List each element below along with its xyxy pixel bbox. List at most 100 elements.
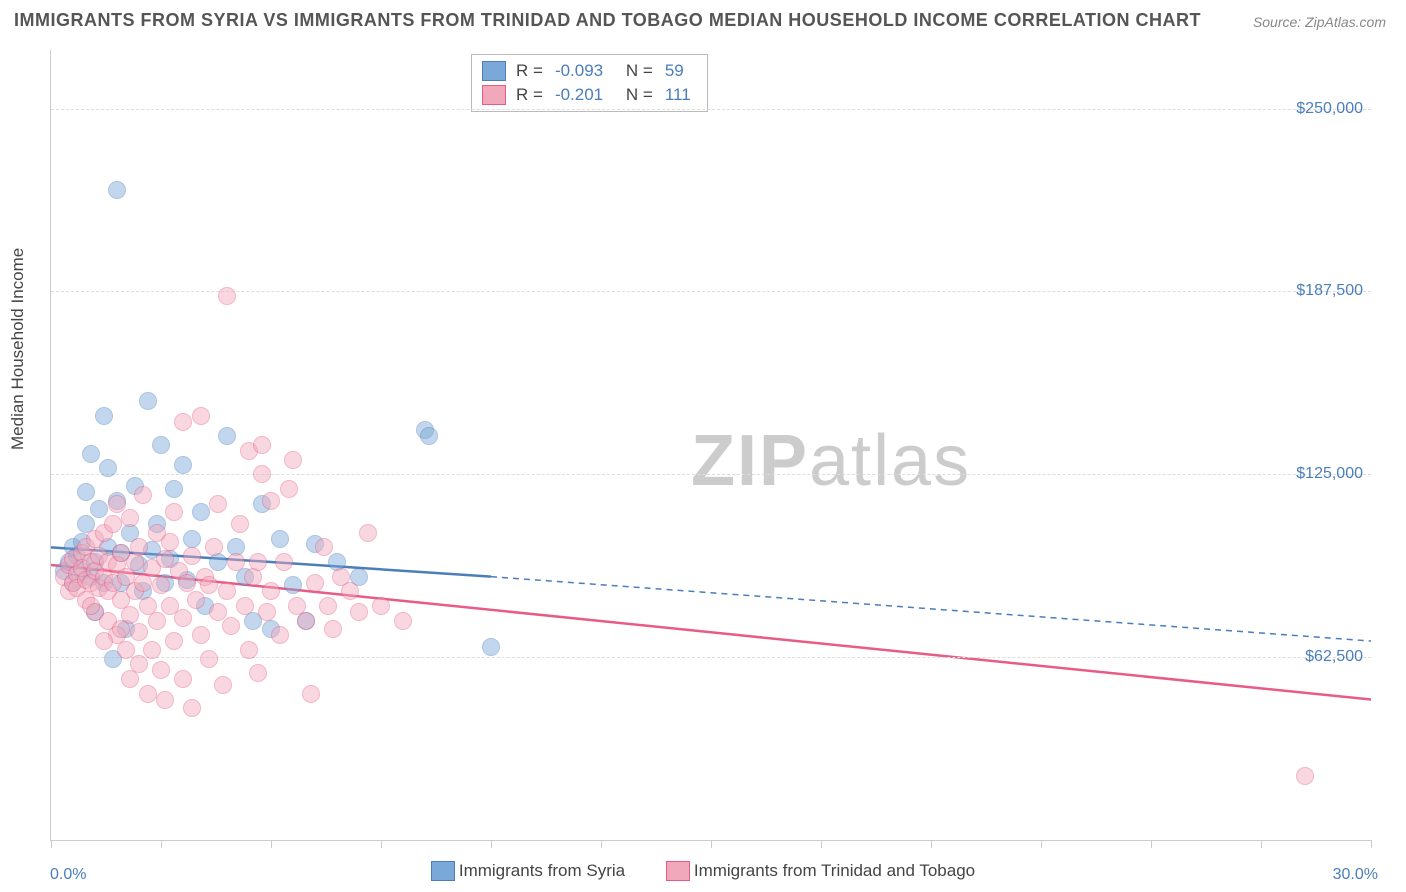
data-point (482, 638, 500, 656)
gridline (51, 109, 1371, 110)
x-tick (51, 840, 52, 848)
data-point (152, 661, 170, 679)
data-point (209, 603, 227, 621)
legend-swatch-bottom-2 (666, 861, 690, 881)
data-point (192, 407, 210, 425)
data-point (183, 547, 201, 565)
data-point (350, 603, 368, 621)
data-point (82, 445, 100, 463)
x-tick (161, 840, 162, 848)
data-point (284, 576, 302, 594)
chart-title: IMMIGRANTS FROM SYRIA VS IMMIGRANTS FROM… (14, 10, 1201, 31)
data-point (152, 576, 170, 594)
data-point (82, 597, 100, 615)
data-point (95, 407, 113, 425)
data-point (249, 553, 267, 571)
data-point (178, 574, 196, 592)
data-point (112, 620, 130, 638)
data-point (271, 626, 289, 644)
data-point (156, 691, 174, 709)
data-point (104, 515, 122, 533)
data-point (394, 612, 412, 630)
data-point (324, 620, 342, 638)
data-point (284, 451, 302, 469)
data-point (315, 538, 333, 556)
legend-r-value-2: -0.201 (555, 85, 603, 105)
x-tick (601, 840, 602, 848)
y-tick-label: $62,500 (1305, 648, 1363, 666)
data-point (236, 597, 254, 615)
data-point (130, 655, 148, 673)
x-tick (1151, 840, 1152, 848)
data-point (253, 436, 271, 454)
data-point (148, 612, 166, 630)
y-tick-label: $187,500 (1296, 282, 1363, 300)
data-point (192, 626, 210, 644)
data-point (209, 495, 227, 513)
gridline (51, 291, 1371, 292)
watermark-light: atlas (809, 421, 971, 501)
legend-item-1: Immigrants from Syria (431, 861, 625, 881)
legend-row-series-1: R = -0.093 N = 59 (482, 59, 697, 83)
data-point (280, 480, 298, 498)
x-tick (271, 840, 272, 848)
watermark: ZIPatlas (691, 420, 971, 502)
data-point (121, 509, 139, 527)
series-legend: Immigrants from Syria Immigrants from Tr… (0, 861, 1406, 886)
data-point (99, 459, 117, 477)
x-tick (381, 840, 382, 848)
data-point (187, 591, 205, 609)
data-point (95, 632, 113, 650)
data-point (359, 524, 377, 542)
data-point (108, 181, 126, 199)
data-point (130, 623, 148, 641)
data-point (222, 617, 240, 635)
source-attribution: Source: ZipAtlas.com (1253, 14, 1386, 30)
data-point (218, 287, 236, 305)
data-point (1296, 767, 1314, 785)
data-point (192, 503, 210, 521)
data-point (143, 641, 161, 659)
data-point (218, 582, 236, 600)
data-point (108, 495, 126, 513)
legend-label-2: Immigrants from Trinidad and Tobago (694, 861, 975, 881)
x-tick (491, 840, 492, 848)
data-point (165, 503, 183, 521)
data-point (174, 413, 192, 431)
data-point (200, 576, 218, 594)
data-point (218, 427, 236, 445)
data-point (372, 597, 390, 615)
correlation-legend: R = -0.093 N = 59 R = -0.201 N = 111 (471, 54, 708, 112)
x-tick (1371, 840, 1372, 848)
legend-r-label: R = (516, 85, 543, 105)
data-point (271, 530, 289, 548)
data-point (214, 676, 232, 694)
data-point (77, 483, 95, 501)
data-point (297, 612, 315, 630)
data-point (240, 641, 258, 659)
legend-n-value-1: 59 (665, 61, 684, 81)
data-point (139, 685, 157, 703)
data-point (90, 500, 108, 518)
data-point (174, 456, 192, 474)
legend-item-2: Immigrants from Trinidad and Tobago (666, 861, 975, 881)
data-point (262, 492, 280, 510)
data-point (174, 609, 192, 627)
data-point (227, 553, 245, 571)
x-tick (711, 840, 712, 848)
legend-n-label: N = (626, 85, 653, 105)
legend-n-label: N = (626, 61, 653, 81)
x-tick (931, 840, 932, 848)
x-tick (1041, 840, 1042, 848)
data-point (258, 603, 276, 621)
legend-r-label: R = (516, 61, 543, 81)
data-point (319, 597, 337, 615)
legend-label-1: Immigrants from Syria (459, 861, 625, 881)
data-point (249, 664, 267, 682)
data-point (183, 699, 201, 717)
data-point (174, 670, 192, 688)
data-point (139, 392, 157, 410)
data-point (253, 465, 271, 483)
data-point (165, 632, 183, 650)
gridline (51, 474, 1371, 475)
